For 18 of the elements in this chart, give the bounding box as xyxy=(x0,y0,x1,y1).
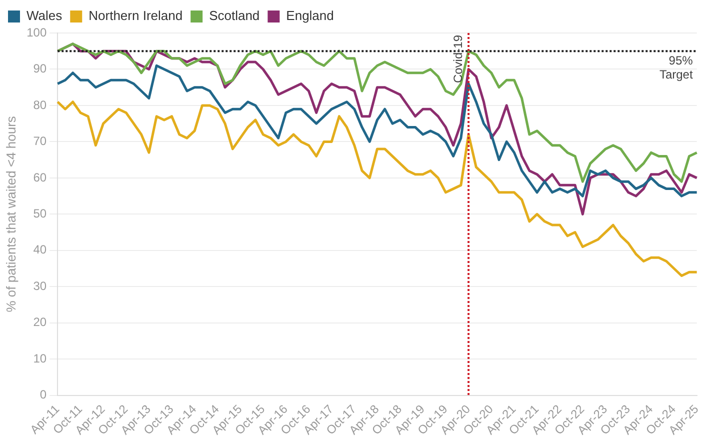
y-tick-label: 10 xyxy=(33,351,47,366)
y-tick-label: 0 xyxy=(40,388,47,402)
y-tick-label: 30 xyxy=(33,278,47,293)
y-tick-label: 80 xyxy=(33,98,47,112)
ref-line-label: Covid-19 xyxy=(450,34,465,84)
y-tick-label: 40 xyxy=(33,242,47,257)
y-tick-label: 20 xyxy=(33,315,47,330)
y-tick-label: 100 xyxy=(26,25,47,40)
y-tick-label: 60 xyxy=(33,170,47,184)
y-tick-label: 90 xyxy=(33,62,47,76)
y-tick-label: 70 xyxy=(33,134,47,148)
legend-label: Scotland xyxy=(209,8,260,24)
y-axis-title: % of patients that waited <4 hours xyxy=(3,116,18,312)
y-tick-label: 50 xyxy=(33,206,47,220)
ref-line-label: 95% Target xyxy=(659,53,694,82)
legend-label: Wales xyxy=(26,8,63,24)
legend-label: Northern Ireland xyxy=(88,8,183,24)
legend-label: England xyxy=(286,8,334,24)
